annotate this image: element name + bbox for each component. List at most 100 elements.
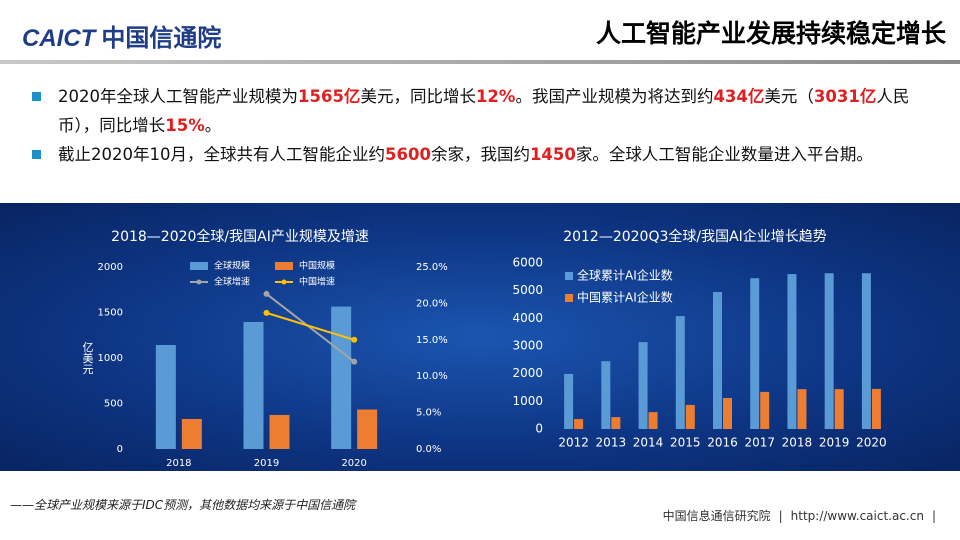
x-tick-label: 2015	[670, 436, 701, 450]
legend-label: 中国规模	[299, 260, 335, 272]
bullet-text: 。	[204, 116, 222, 135]
bar	[601, 361, 611, 429]
bar	[787, 274, 797, 429]
separator: |	[931, 509, 936, 523]
bullet-text: 家。全球人工智能企业数量进入平台期。	[575, 145, 873, 164]
legend-swatch	[196, 279, 202, 285]
legend-swatch	[565, 272, 573, 280]
bullet-text: 美元，同比增长	[360, 87, 476, 106]
legend-label: 全球增速	[214, 276, 250, 288]
legend-label: 中国累计AI企业数	[577, 290, 673, 305]
y-tick-label: 6000	[512, 256, 543, 270]
legend-swatch	[275, 262, 293, 270]
logo-cn: 中国信通院	[101, 24, 222, 52]
x-tick-label: 2013	[596, 436, 627, 450]
bar	[564, 373, 574, 429]
bar	[648, 412, 658, 429]
bullet: 截止2020年10月，全球共有人工智能企业约5600余家，我国约1450家。全球…	[32, 140, 927, 169]
legend-swatch	[190, 262, 208, 270]
footer-url: http://www.caict.ac.cn	[790, 509, 924, 523]
line	[265, 293, 355, 363]
y-tick-label: 2000	[512, 366, 543, 380]
x-tick-label: 2012	[558, 436, 589, 450]
bar	[871, 388, 881, 429]
slide-title: 人工智能产业发展持续稳定增长	[595, 19, 946, 48]
legend-swatch	[281, 279, 287, 285]
bar	[155, 344, 176, 449]
legend-label: 全球规模	[214, 260, 250, 272]
footnote: ——全球产业规模来源于IDC预测，其他数据均来源于中国信通院	[10, 498, 356, 512]
bar	[611, 417, 621, 429]
bar	[824, 273, 834, 429]
bullet-text: 。我国产业规模为将达到约	[515, 87, 714, 106]
legend-swatch	[565, 294, 573, 302]
bar	[713, 292, 722, 429]
bar	[797, 389, 807, 429]
logo-text: CAICT	[22, 25, 96, 52]
bar	[574, 419, 584, 429]
bullet-text: 截止2020年10月，全球共有人工智能企业约	[58, 145, 385, 164]
footer-org: 中国信息通信研究院	[662, 509, 771, 523]
bullet: 2020年全球人工智能产业规模为1565亿美元，同比增长12%。我国产业规模为将…	[32, 82, 927, 140]
point	[263, 290, 270, 297]
highlight: 1565亿	[298, 87, 361, 106]
x-tick-label: 2014	[633, 436, 664, 450]
bullet-text: 美元（	[764, 87, 814, 106]
chart-title: 2018—2020全球/我国AI产业规模及增速	[111, 228, 369, 245]
bullet-text: 人民币），同比增长	[58, 87, 910, 135]
y2-tick-label: 0.0%	[416, 444, 441, 455]
y-tick-label: 500	[104, 399, 123, 410]
highlight: 5600	[385, 145, 431, 164]
bar	[181, 418, 202, 449]
bullet-text: 2020年全球人工智能产业规模为	[58, 87, 298, 106]
bar	[243, 321, 264, 449]
legend-label: 全球累计AI企业数	[577, 268, 673, 283]
y-tick-label: 1500	[98, 308, 123, 319]
highlight: 3031亿	[813, 87, 877, 106]
point	[351, 336, 358, 343]
y2-tick-label: 15.0%	[416, 335, 448, 346]
y-tick-label: 2000	[98, 262, 123, 273]
legend-label: 中国增速	[299, 276, 335, 288]
x-tick-label: 2017	[744, 436, 775, 450]
x-tick-label: 2020	[856, 436, 887, 450]
y-tick-label: 0	[535, 422, 543, 436]
x-tick-label: 2018	[782, 436, 813, 450]
bar	[357, 409, 378, 449]
bullets: 2020年全球人工智能产业规模为1565亿美元，同比增长12%。我国产业规模为将…	[32, 82, 927, 169]
chart-title: 2012—2020Q3全球/我国AI企业增长趋势	[563, 228, 827, 245]
bar	[685, 404, 695, 429]
x-tick-label: 2018	[166, 458, 191, 469]
x-tick-label: 2019	[819, 436, 850, 450]
y2-tick-label: 10.0%	[416, 371, 448, 382]
highlight: 12%	[475, 87, 516, 106]
point	[263, 309, 270, 316]
y2-tick-label: 5.0%	[416, 408, 441, 419]
y-tick-label: 3000	[512, 339, 543, 353]
logo: CAICT 中国信通院	[22, 18, 221, 53]
highlight: 434亿	[713, 87, 765, 106]
bar	[723, 398, 732, 429]
point	[351, 358, 358, 365]
x-tick-label: 2020	[341, 458, 366, 469]
y-tick-label: 1000	[512, 394, 543, 408]
footer: 中国信息通信研究院 | http://www.caict.ac.cn |	[655, 507, 936, 524]
y-tick-label: 5000	[512, 283, 543, 297]
bar	[861, 273, 871, 429]
highlight: 1450	[529, 145, 576, 164]
x-tick-label: 2016	[707, 436, 738, 450]
bar	[675, 316, 685, 429]
line	[266, 311, 355, 341]
bar	[269, 414, 290, 449]
bullet-text: 余家，我国约	[430, 145, 530, 164]
y-tick-label: 1000	[98, 353, 123, 364]
y-axis-label: 亿美元	[81, 341, 94, 374]
highlight: 15%	[165, 116, 205, 135]
y2-tick-label: 20.0%	[416, 298, 448, 309]
bar	[331, 306, 352, 449]
y-tick-label: 4000	[512, 311, 543, 325]
bar	[638, 342, 648, 429]
bar	[760, 391, 770, 429]
y2-tick-label: 25.0%	[416, 262, 448, 273]
